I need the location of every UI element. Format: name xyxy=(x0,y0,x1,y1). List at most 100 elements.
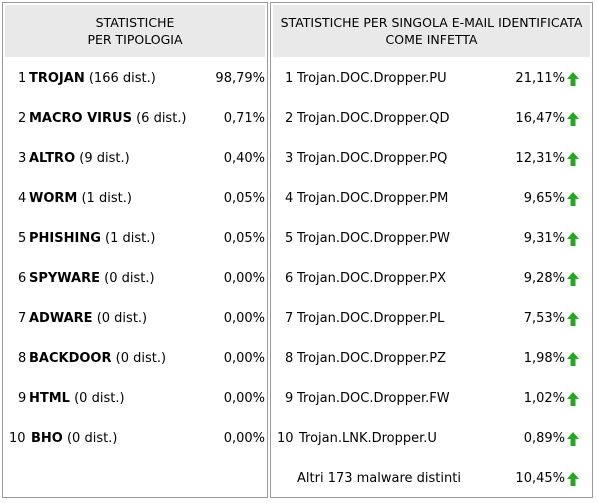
up-arrow-icon xyxy=(567,232,579,246)
rank: 1 xyxy=(18,71,27,86)
type-percentage: 0,00% xyxy=(223,351,265,366)
malware-name: Trojan.LNK.Dropper.U xyxy=(299,431,437,446)
up-arrow-icon xyxy=(567,312,579,326)
rank: 8 xyxy=(18,351,27,366)
malware-percentage: 12,31% xyxy=(515,151,565,166)
type-label: SPYWARE (0 dist.) xyxy=(29,269,155,289)
rank: 8 xyxy=(285,351,294,366)
rank: 4 xyxy=(285,191,294,206)
malware-percentage: 16,47% xyxy=(515,111,565,126)
type-name: HTML xyxy=(29,391,70,406)
type-detail: (0 dist.) xyxy=(74,391,125,406)
type-row: 6 SPYWARE (0 dist.) 0,00% xyxy=(3,269,267,289)
other-malware-label: Altri 173 malware distinti xyxy=(297,471,461,486)
header-line-2: PER TIPOLOGIA xyxy=(87,32,183,47)
type-row: 3 ALTRO (9 dist.) 0,40% xyxy=(3,149,267,169)
type-row: 9 HTML (0 dist.) 0,00% xyxy=(3,389,267,409)
type-percentage: 0,00% xyxy=(223,271,265,286)
type-label: BACKDOOR (0 dist.) xyxy=(29,349,166,369)
rank: 10 xyxy=(9,431,26,446)
type-detail: (1 dist.) xyxy=(81,191,132,206)
type-row: 5 PHISHING (1 dist.) 0,05% xyxy=(3,229,267,249)
header-line-1: STATISTICHE xyxy=(95,15,175,30)
type-percentage: 0,00% xyxy=(223,431,265,446)
other-malware-percentage: 10,45% xyxy=(515,471,565,486)
up-arrow-icon xyxy=(567,72,579,86)
type-percentage: 0,00% xyxy=(223,391,265,406)
rank: 4 xyxy=(18,191,27,206)
rank: 6 xyxy=(285,271,294,286)
type-name: SPYWARE xyxy=(29,271,101,286)
type-row: 7 ADWARE (0 dist.) 0,00% xyxy=(3,309,267,329)
type-name: WORM xyxy=(29,191,78,206)
rank: 5 xyxy=(18,231,27,246)
malware-name: Trojan.DOC.Dropper.PL xyxy=(297,311,445,326)
type-detail: (6 dist.) xyxy=(136,111,187,126)
header-line-1: STATISTICHE PER SINGOLA E-MAIL IDENTIFIC… xyxy=(280,15,583,30)
rank: 6 xyxy=(18,271,27,286)
stats-by-type-header: STATISTICHE PER TIPOLOGIA xyxy=(5,5,265,57)
stats-by-type-panel: STATISTICHE PER TIPOLOGIA 1 TROJAN (166 d… xyxy=(2,2,268,498)
malware-row: 3 Trojan.DOC.Dropper.PQ 12,31% xyxy=(271,149,592,169)
type-label: PHISHING (1 dist.) xyxy=(29,229,155,249)
up-arrow-icon xyxy=(567,192,579,206)
malware-name: Trojan.DOC.Dropper.QD xyxy=(297,111,450,126)
up-arrow-icon xyxy=(567,472,579,486)
type-percentage: 0,05% xyxy=(223,231,265,246)
malware-percentage: 1,02% xyxy=(523,391,565,406)
type-percentage: 0,40% xyxy=(223,151,265,166)
type-percentage: 98,79% xyxy=(215,71,265,86)
type-label: ALTRO (9 dist.) xyxy=(29,149,130,169)
malware-percentage: 9,31% xyxy=(523,231,565,246)
malware-row: 6 Trojan.DOC.Dropper.PX 9,28% xyxy=(271,269,592,289)
malware-name: Trojan.DOC.Dropper.PX xyxy=(297,271,446,286)
type-name: BHO xyxy=(31,431,63,446)
up-arrow-icon xyxy=(567,272,579,286)
type-percentage: 0,05% xyxy=(223,191,265,206)
rank: 7 xyxy=(18,311,27,326)
type-name: MACRO VIRUS xyxy=(29,111,132,126)
type-name: ADWARE xyxy=(29,311,93,326)
malware-percentage: 7,53% xyxy=(523,311,565,326)
rank: 5 xyxy=(285,231,294,246)
rank: 10 xyxy=(277,431,294,446)
type-name: PHISHING xyxy=(29,231,101,246)
type-row: 8 BACKDOOR (0 dist.) 0,00% xyxy=(3,349,267,369)
malware-name: Trojan.DOC.Dropper.PQ xyxy=(297,151,448,166)
up-arrow-icon xyxy=(567,112,579,126)
up-arrow-icon xyxy=(567,152,579,166)
type-label: BHO (0 dist.) xyxy=(31,429,117,449)
type-percentage: 0,71% xyxy=(223,111,265,126)
malware-row: 2 Trojan.DOC.Dropper.QD 16,47% xyxy=(271,109,592,129)
header-line-2: COME INFETTA xyxy=(385,32,478,47)
malware-row: 4 Trojan.DOC.Dropper.PM 9,65% xyxy=(271,189,592,209)
malware-name: Trojan.DOC.Dropper.PZ xyxy=(297,351,446,366)
type-name: ALTRO xyxy=(29,151,76,166)
type-label: MACRO VIRUS (6 dist.) xyxy=(29,109,187,129)
type-row: 2 MACRO VIRUS (6 dist.) 0,71% xyxy=(3,109,267,129)
stats-by-email-panel: STATISTICHE PER SINGOLA E-MAIL IDENTIFIC… xyxy=(270,2,593,498)
malware-row: 7 Trojan.DOC.Dropper.PL 7,53% xyxy=(271,309,592,329)
up-arrow-icon xyxy=(567,392,579,406)
type-label: TROJAN (166 dist.) xyxy=(29,69,156,89)
type-detail: (9 dist.) xyxy=(79,151,130,166)
malware-name: Trojan.DOC.Dropper.PM xyxy=(297,191,449,206)
rank: 2 xyxy=(285,111,294,126)
type-row: 10 BHO (0 dist.) 0,00% xyxy=(3,429,267,449)
rank: 3 xyxy=(18,151,27,166)
type-detail: (1 dist.) xyxy=(105,231,156,246)
malware-percentage: 9,28% xyxy=(523,271,565,286)
type-detail: (0 dist.) xyxy=(66,431,118,446)
rank: 7 xyxy=(285,311,294,326)
malware-percentage: 0,89% xyxy=(523,431,565,446)
type-row: 1 TROJAN (166 dist.) 98,79% xyxy=(3,69,267,89)
malware-percentage: 9,65% xyxy=(523,191,565,206)
type-detail: (0 dist.) xyxy=(104,271,155,286)
type-detail: (0 dist.) xyxy=(115,351,167,366)
up-arrow-icon xyxy=(567,432,579,446)
up-arrow-icon xyxy=(567,352,579,366)
rank: 9 xyxy=(18,391,27,406)
other-malware-row: Altri 173 malware distinti 10,45% xyxy=(271,469,592,489)
malware-name: Trojan.DOC.Dropper.FW xyxy=(297,391,450,406)
type-label: ADWARE (0 dist.) xyxy=(29,309,147,329)
